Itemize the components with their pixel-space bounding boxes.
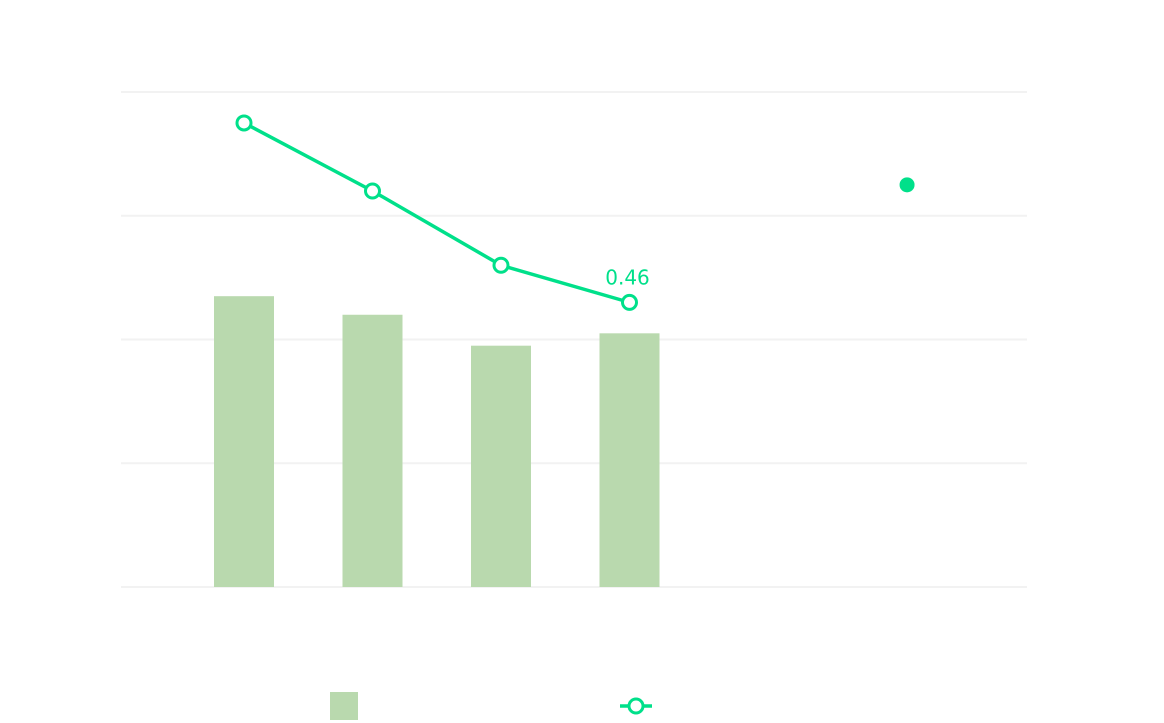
legend-line-marker <box>627 697 645 715</box>
line-point <box>364 182 381 200</box>
extra-point <box>899 177 915 193</box>
line-series <box>243 121 630 305</box>
bar <box>599 333 660 587</box>
line-point <box>621 293 638 311</box>
bar <box>214 296 274 587</box>
line-point <box>235 114 253 132</box>
bar <box>471 345 531 587</box>
bar <box>342 314 403 587</box>
legend-bar-swatch <box>330 692 358 720</box>
line-point <box>492 256 510 274</box>
data-label: 0.46 <box>605 265 650 289</box>
